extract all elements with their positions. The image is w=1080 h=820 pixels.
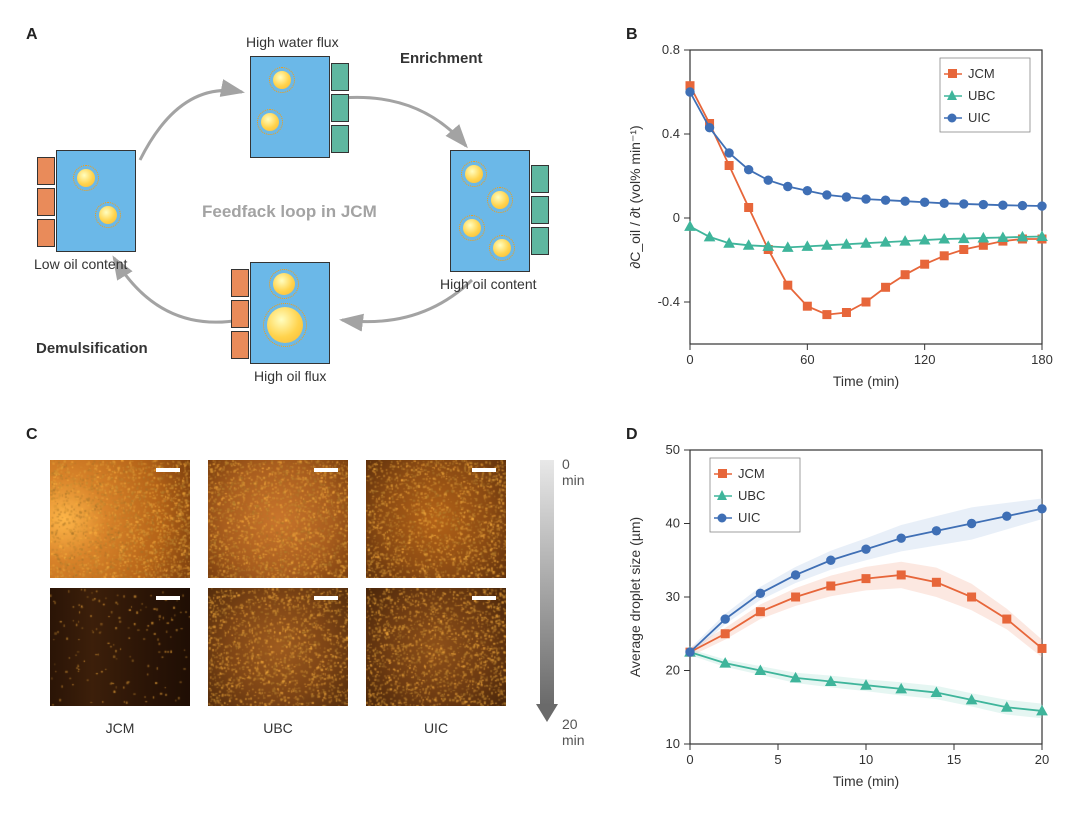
time-arrowhead-icon: [536, 704, 558, 722]
svg-text:0: 0: [686, 352, 693, 367]
svg-text:0: 0: [673, 210, 680, 225]
box-bottom: [250, 262, 330, 364]
time-colorbar: [540, 460, 554, 706]
svg-text:30: 30: [666, 589, 680, 604]
micrograph-col-labels: JCM UBC UIC: [50, 720, 506, 736]
micrograph-uic-20: [366, 588, 506, 706]
svg-text:20: 20: [666, 663, 680, 678]
panel-d-label: D: [626, 426, 638, 444]
col-label-uic: UIC: [366, 720, 506, 736]
box-left: [56, 150, 136, 252]
svg-text:40: 40: [666, 516, 680, 531]
svg-text:0.8: 0.8: [662, 42, 680, 57]
svg-text:180: 180: [1031, 352, 1053, 367]
svg-text:10: 10: [666, 736, 680, 751]
svg-text:60: 60: [800, 352, 814, 367]
label-demulsification: Demulsification: [36, 340, 148, 357]
svg-text:10: 10: [859, 752, 873, 767]
svg-text:JCM: JCM: [738, 466, 765, 481]
chart-b: 0 60 120 180 -0.4 0 0.4 0.8 Time (min) ∂C_oil / ∂…: [620, 20, 1060, 400]
panel-c: C JCMUBCUIC 0 min 20 min: [20, 420, 580, 800]
panel-b-label: B: [626, 26, 638, 44]
box-top: [250, 56, 330, 158]
scalebar-icon: [314, 468, 338, 472]
col-label-ubc: UBC: [208, 720, 348, 736]
svg-text:20: 20: [1035, 752, 1049, 767]
micrograph-ubc-0: [208, 460, 348, 578]
label-enrichment: Enrichment: [400, 50, 483, 67]
svg-text:5: 5: [774, 752, 781, 767]
svg-text:15: 15: [947, 752, 961, 767]
box-right: [450, 150, 530, 272]
panel-c-label: C: [26, 426, 38, 444]
feedback-loop-diagram: High water flux Enrichment High oil cont…: [20, 20, 580, 400]
svg-text:0.4: 0.4: [662, 126, 680, 141]
svg-text:Time (min): Time (min): [833, 773, 899, 789]
micrograph-uic-0: [366, 460, 506, 578]
scalebar-icon: [156, 596, 180, 600]
micrograph-grid: [50, 460, 506, 706]
label-center: Feedfack loop in JCM: [202, 202, 377, 222]
micrograph-jcm-20: [50, 588, 190, 706]
svg-text:UBC: UBC: [968, 88, 995, 103]
svg-text:UIC: UIC: [738, 510, 760, 525]
svg-text:UBC: UBC: [738, 488, 765, 503]
time-top-label: 0 min: [562, 456, 585, 488]
label-left: Low oil content: [34, 256, 127, 272]
label-top: High water flux: [246, 34, 339, 50]
svg-text:-0.4: -0.4: [658, 294, 680, 309]
panel-b: B 0 60 120 180 -0.4 0 0.4 0.8 Time (min) ∂C_oil /…: [620, 20, 1060, 400]
micrograph-jcm-0: [50, 460, 190, 578]
scalebar-icon: [472, 468, 496, 472]
svg-text:UIC: UIC: [968, 110, 990, 125]
svg-text:JCM: JCM: [968, 66, 995, 81]
svg-text:120: 120: [914, 352, 936, 367]
panel-a-label: A: [26, 26, 38, 44]
chart-d: 0 5 10 15 20 10 20 30 40 50 Time (min) Average drop…: [620, 420, 1060, 800]
svg-text:0: 0: [686, 752, 693, 767]
svg-text:50: 50: [666, 442, 680, 457]
micrograph-ubc-20: [208, 588, 348, 706]
svg-text:Time (min): Time (min): [833, 373, 899, 389]
scalebar-icon: [156, 468, 180, 472]
col-label-jcm: JCM: [50, 720, 190, 736]
scalebar-icon: [314, 596, 338, 600]
panel-a: A: [20, 20, 580, 400]
svg-text:Average droplet size (µm): Average droplet size (µm): [627, 517, 643, 677]
label-bottom: High oil flux: [254, 368, 326, 384]
scalebar-icon: [472, 596, 496, 600]
time-bottom-label: 20 min: [562, 716, 585, 748]
panel-d: D 0 5 10 15 20 10 20 30 40 50 Time (min) Average dr…: [620, 420, 1060, 800]
label-right: High oil content: [440, 276, 537, 292]
svg-text:∂C_oil / ∂t (vol% min⁻¹): ∂C_oil / ∂t (vol% min⁻¹): [627, 125, 643, 268]
